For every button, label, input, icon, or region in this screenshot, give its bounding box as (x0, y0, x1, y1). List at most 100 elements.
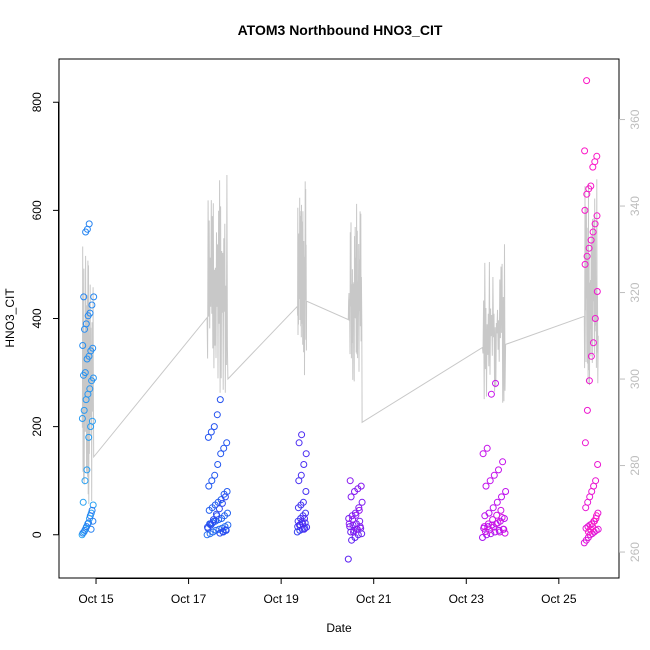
data-point (346, 523, 354, 531)
data-point (222, 526, 230, 534)
data-point (498, 493, 505, 501)
data-point (479, 450, 487, 458)
data-point (497, 506, 505, 514)
data-point (88, 301, 96, 309)
data-point (587, 236, 595, 244)
data-point (355, 506, 363, 514)
y-tick-label: 200 (30, 416, 44, 436)
data-point (352, 511, 360, 519)
data-point (493, 498, 501, 506)
data-point (86, 309, 94, 317)
data-point (86, 385, 94, 393)
data-point (89, 517, 97, 525)
y-axis-label: HNO3_CIT (3, 288, 17, 348)
data-point (358, 498, 366, 506)
data-point (581, 260, 589, 268)
x-axis-label: Date (326, 621, 352, 635)
data-point (80, 406, 88, 414)
data-point (589, 228, 597, 236)
data-point (210, 516, 217, 524)
data-point (344, 555, 352, 563)
data-point (215, 505, 223, 513)
data-point (80, 293, 88, 301)
data-point (85, 433, 93, 441)
data-point (355, 504, 363, 512)
data-point (295, 439, 303, 447)
data-point (581, 147, 589, 155)
x-axis: Oct 15 Oct 17 Oct 19 Oct 21 Oct 23 Oct 25 (78, 578, 577, 606)
data-point (81, 526, 89, 534)
y2-tick-label: 360 (628, 109, 642, 129)
y-tick-label: 400 (30, 308, 44, 328)
x-tick-label: Oct 19 (263, 592, 299, 606)
data-point (589, 339, 597, 347)
data-point (583, 77, 591, 85)
chart-title: ATOM3 Northbound HNO3_CIT (238, 22, 443, 38)
data-point (221, 493, 229, 501)
data-point (489, 516, 497, 524)
data-point (89, 344, 97, 352)
scatter-points (78, 77, 602, 563)
data-point (297, 471, 305, 479)
data-point (208, 477, 216, 485)
y-tick-label: 0 (30, 531, 44, 538)
data-point (303, 523, 311, 531)
data-point (591, 220, 599, 228)
secondary-line-series (81, 174, 599, 505)
data-point (587, 352, 595, 360)
data-point (581, 206, 589, 214)
data-point (79, 498, 87, 506)
data-point (205, 482, 213, 490)
data-point (583, 252, 591, 260)
secondary-line (81, 174, 599, 505)
y2-tick-label: 340 (628, 196, 642, 216)
data-point (593, 212, 601, 220)
data-point (482, 482, 490, 490)
data-point (82, 320, 90, 328)
data-point (81, 477, 89, 485)
data-point (483, 531, 491, 539)
data-point (81, 369, 89, 377)
data-point (211, 471, 219, 479)
data-point (210, 423, 218, 431)
x-tick-label: Oct 21 (356, 592, 392, 606)
data-point (593, 152, 601, 160)
data-point (85, 220, 93, 228)
data-point (592, 477, 600, 485)
data-point (489, 504, 497, 512)
data-point (587, 182, 595, 190)
data-point (213, 411, 221, 419)
data-point (347, 493, 355, 501)
data-point (593, 288, 601, 295)
data-point (583, 406, 591, 414)
data-point (585, 244, 593, 252)
data-point (83, 523, 91, 531)
data-point (494, 519, 502, 527)
x-tick-label: Oct 25 (541, 592, 577, 606)
data-point (78, 415, 86, 422)
data-point (302, 488, 310, 495)
data-point (301, 524, 309, 532)
data-point (349, 516, 357, 524)
data-point (483, 444, 491, 452)
data-point (301, 515, 308, 522)
data-point (217, 450, 225, 458)
data-point (300, 461, 308, 468)
data-point (490, 523, 498, 531)
data-point (356, 517, 364, 525)
data-point (216, 396, 224, 404)
data-point (581, 439, 589, 447)
data-point (495, 466, 502, 474)
x-tick-label: Oct 17 (171, 592, 207, 606)
data-point (345, 520, 353, 528)
x-tick-label: Oct 23 (449, 592, 485, 606)
data-point (498, 514, 506, 521)
data-point (298, 431, 306, 439)
data-point (485, 509, 493, 517)
data-point (349, 521, 357, 529)
data-point (220, 444, 228, 452)
data-point (356, 523, 364, 531)
data-point (500, 525, 508, 533)
data-point (85, 519, 92, 527)
